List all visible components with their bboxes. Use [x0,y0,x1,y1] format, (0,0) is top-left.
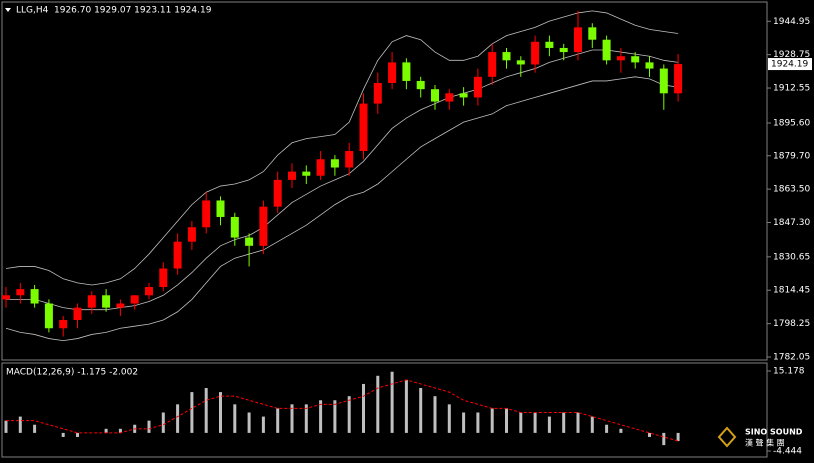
candle-body [431,89,439,102]
y-tick-label: 1782.05 [773,353,810,363]
candle-body [230,216,239,238]
y-tick-label: 1863.50 [773,185,810,195]
y-tick-label: 1830.65 [773,252,810,262]
candle-body [574,27,582,53]
candle-body [159,268,168,288]
y-tick-label: 1879.70 [773,151,810,161]
candle-body [373,82,382,104]
candle-body [288,171,296,180]
macd-title: MACD(12,26,9) -1.175 -2.002 [6,368,138,378]
last-price-box [768,58,812,71]
candle-body [116,303,125,308]
y-tick-label: 15.178 [773,366,805,376]
candle-body [44,303,53,329]
candle-body [445,93,454,102]
candle-body [259,206,268,246]
logo-name: SINO SOUND [745,428,803,437]
candle-body [187,227,196,242]
logo-icon [717,426,737,448]
candle-body [202,200,211,228]
candle-body [173,241,182,269]
candle-body [130,295,139,304]
y-tick-label: 1895.60 [773,118,810,128]
candle-body [659,68,668,94]
candle-body [30,289,39,304]
candle-body [388,62,397,83]
candle-body [302,171,311,176]
candle-body [602,39,611,61]
candle-body [345,151,354,168]
signal-line [6,379,679,442]
y-tick-label: 1928.75 [773,50,810,60]
candle-body [516,60,525,65]
symbol: LLG,H4 [16,6,49,16]
y-tick-label: 1798.25 [773,319,810,329]
candle-body [316,159,325,176]
candle-body [73,307,82,321]
y-tick-label: 1912.55 [773,84,810,94]
candle-body [674,64,683,94]
ohlc: 1926.70 1929.07 1923.11 1924.19 [54,6,212,16]
candle-body [459,93,468,98]
logo: SINO SOUND 漢 聲 集 團 [717,426,803,448]
candle-body [87,295,96,308]
logo-subtitle: 漢 聲 集 團 [745,438,785,448]
candle-body [359,103,368,152]
candle-body [545,41,554,48]
candle-body [102,295,111,308]
menu-arrow[interactable] [5,8,11,12]
candle-body [488,52,497,77]
candle-body [402,62,411,81]
candle-body [59,320,68,329]
candle-body [645,62,654,69]
y-tick-label: 1814.45 [773,286,810,296]
candle-body [502,52,511,61]
candle-body [145,287,153,296]
last-price: 1924.19 [771,60,808,70]
candle-body [416,80,425,90]
main-frame [1,1,768,361]
candle-body [531,41,540,65]
y-tick-label: -4.444 [773,447,802,457]
candle-body [2,295,10,300]
candle-body [616,56,625,61]
candle-body [273,179,282,207]
candle-body [245,237,254,246]
macd-frame [1,362,768,458]
y-tick-label: 1847.30 [773,218,810,228]
candle-body [559,47,568,53]
candle-body [473,76,482,98]
candle-body [330,159,339,168]
band-middle [6,49,679,311]
band-lower [5,76,679,342]
candle-body [16,289,25,296]
y-tick-label: 1944.95 [773,17,810,27]
candle-body [631,56,640,63]
band-upper [5,10,679,286]
candle-body [588,27,597,40]
candle-body [216,200,225,217]
